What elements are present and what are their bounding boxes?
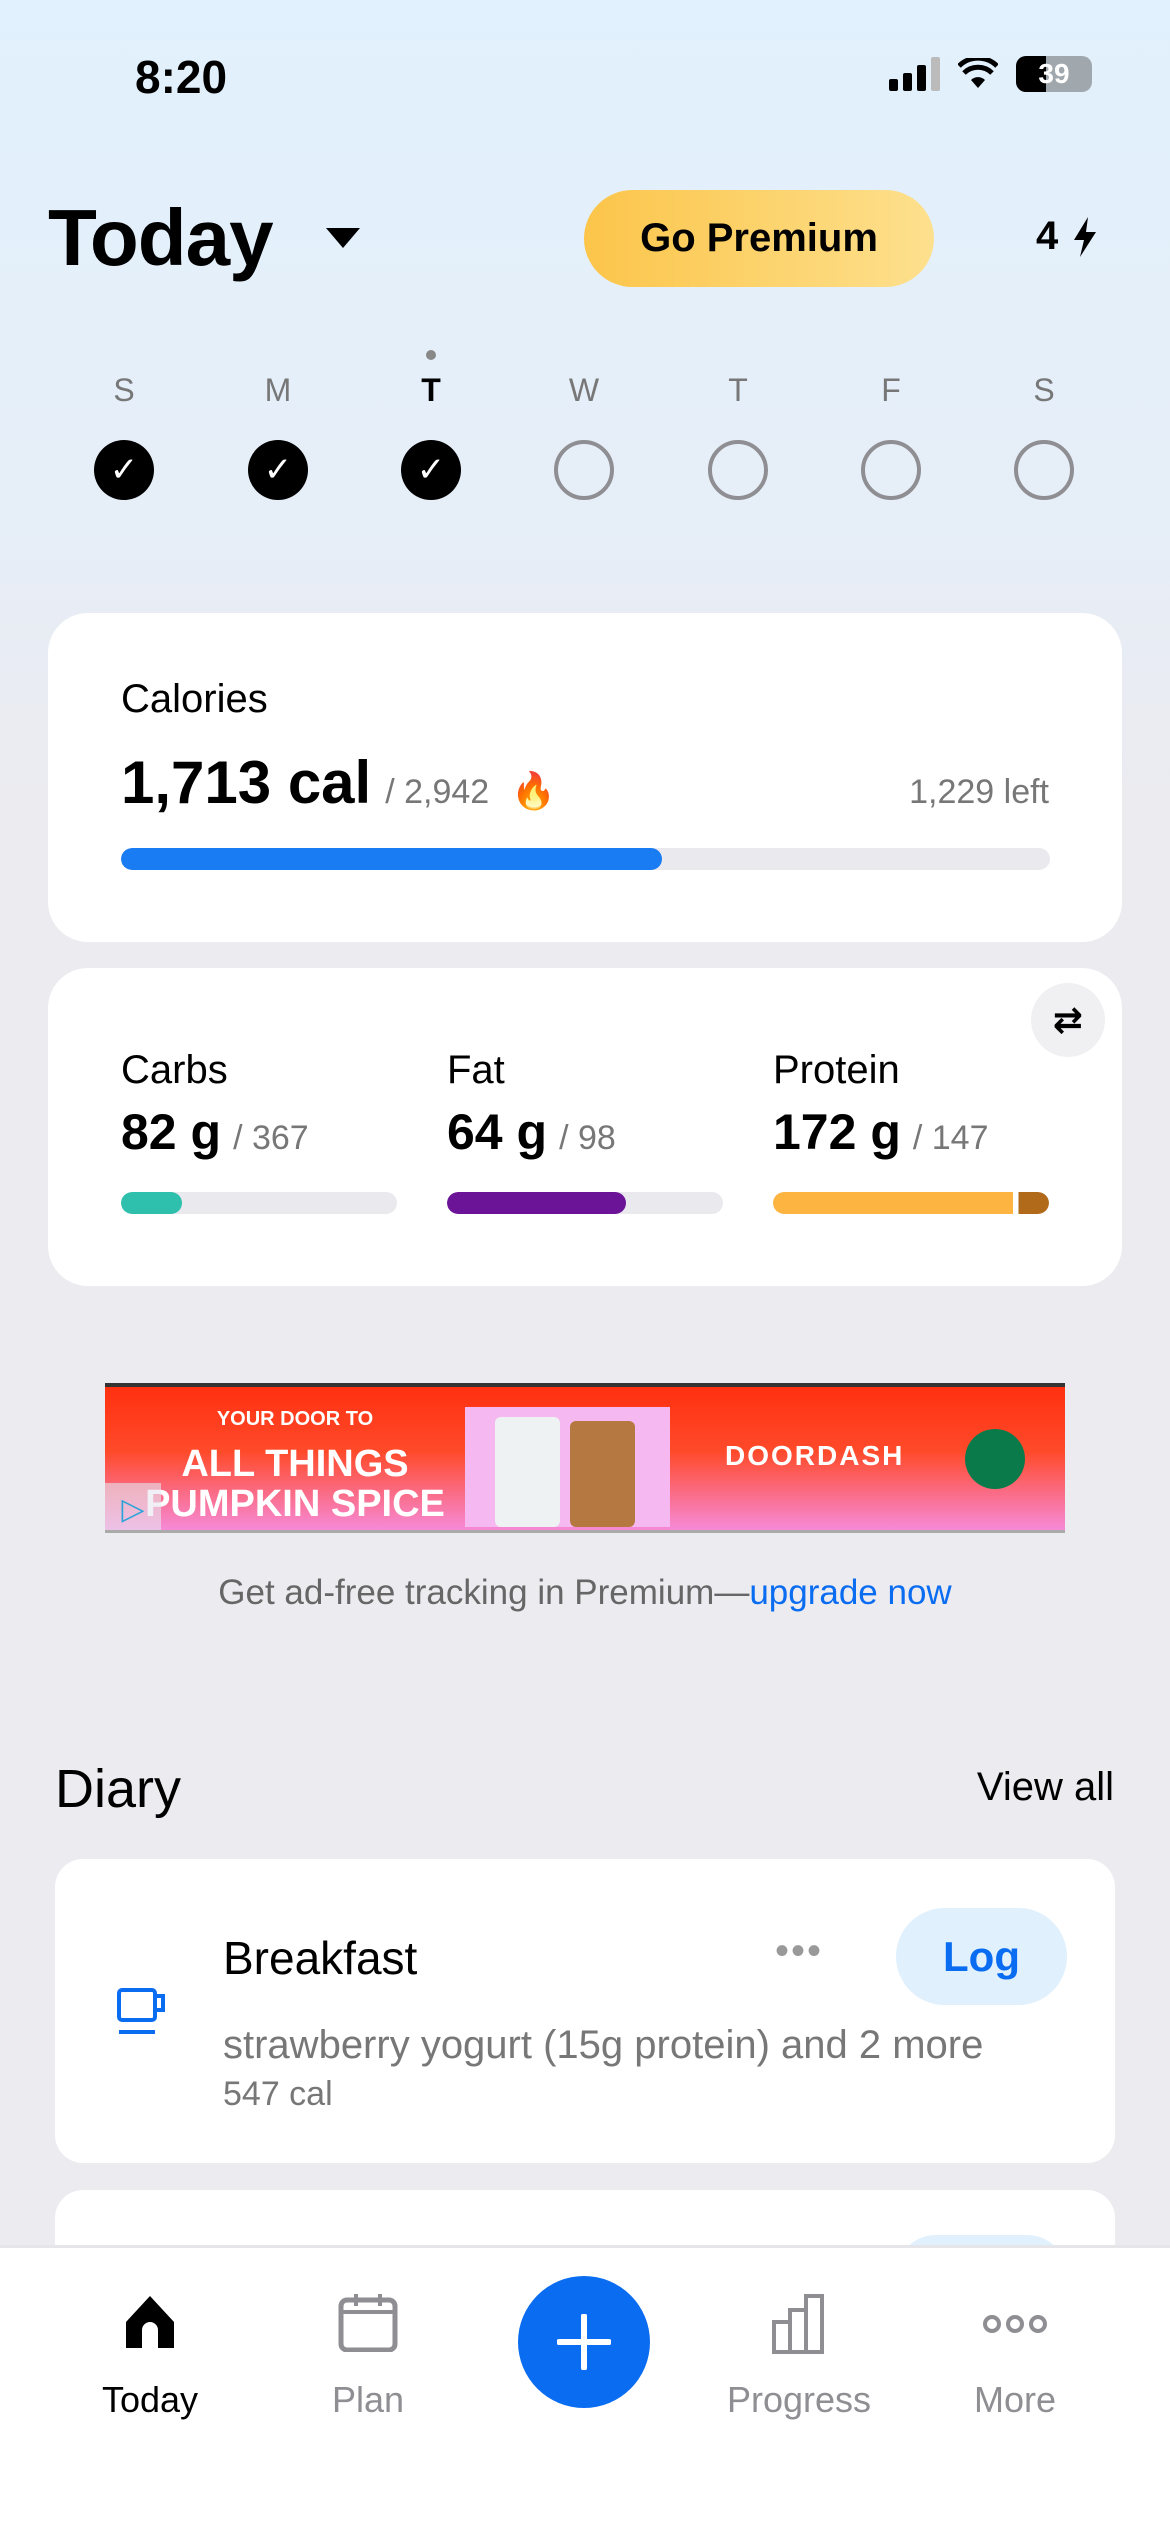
macro-label: Fat	[447, 1048, 505, 1092]
more-options-icon[interactable]: •••	[775, 1929, 824, 1973]
status-icons: 39	[889, 56, 1092, 92]
ad-drinks-image	[465, 1407, 670, 1527]
today-indicator	[426, 350, 436, 360]
upgrade-now-link[interactable]: upgrade now	[749, 1573, 952, 1612]
meal-card-breakfast[interactable]: Breakfast ••• Log strawberry yogurt (15g…	[55, 1859, 1115, 2163]
diary-title: Diary	[55, 1759, 182, 1819]
tab-bar: Today Plan Progress More	[0, 2245, 1170, 2532]
day-incomplete-circle[interactable]	[861, 440, 921, 500]
day-label: F	[881, 372, 901, 408]
bar-chart-icon	[772, 2294, 824, 2354]
battery-icon: 39	[1016, 56, 1092, 92]
macro-value: 64 g	[447, 1104, 548, 1160]
wifi-icon	[958, 58, 998, 88]
macro-goal: / 98	[559, 1119, 616, 1157]
calories-goal: / 2,942	[385, 773, 490, 811]
calendar-icon	[338, 2294, 398, 2353]
ad-brand: DOORDASH	[725, 1440, 905, 1471]
tab-label: Today	[101, 2379, 199, 2420]
status-time: 8:20	[135, 51, 228, 103]
macro-protein: Protein 172 g / 147	[773, 1048, 1049, 1248]
macro-progress	[447, 1192, 723, 1214]
view-all-link[interactable]: View all	[976, 1765, 1114, 1809]
macro-label: Protein	[773, 1048, 900, 1092]
calories-left: 1,229 left	[909, 773, 1049, 811]
page-title[interactable]: Today	[48, 193, 274, 282]
macro-goal: / 367	[233, 1119, 309, 1157]
lightning-icon	[1074, 216, 1097, 257]
day-complete-check[interactable]: ✓	[94, 440, 154, 500]
meal-description: strawberry yogurt (15g protein) and 2 mo…	[223, 2023, 984, 2067]
ad-choices-icon[interactable]: ▷	[105, 1483, 161, 1530]
tab-progress[interactable]: Progress	[699, 2294, 899, 2421]
plus-icon	[557, 2314, 611, 2370]
swap-icon[interactable]: ⇄	[1031, 983, 1105, 1057]
day-complete-check[interactable]: ✓	[401, 440, 461, 500]
day-label: S	[1033, 372, 1055, 408]
log-button[interactable]: Log	[896, 1908, 1067, 2005]
macro-fat: Fat 64 g / 98	[447, 1048, 723, 1248]
calories-progress	[121, 848, 1050, 870]
day-incomplete-circle[interactable]	[1014, 440, 1074, 500]
streak-count: 4	[1036, 214, 1059, 258]
tab-more[interactable]: More	[915, 2294, 1115, 2421]
macro-goal: / 147	[912, 1119, 989, 1157]
day-incomplete-circle[interactable]	[554, 440, 614, 500]
tab-label: Plan	[331, 2379, 405, 2420]
macros-card[interactable]: ⇄ Carbs 82 g / 367 Fat 64 g / 98 Protein 1…	[48, 968, 1122, 1286]
macro-progress	[121, 1192, 397, 1214]
macro-carbs: Carbs 82 g / 367	[121, 1048, 397, 1248]
day-label: M	[264, 372, 292, 408]
starbucks-logo	[965, 1429, 1025, 1489]
macro-progress	[773, 1192, 1049, 1214]
ad-banner[interactable]: YOUR DOOR TO ALL THINGS PUMPKIN SPICE DO…	[105, 1383, 1065, 1533]
day-label: W	[568, 372, 600, 408]
calories-label: Calories	[121, 677, 268, 721]
day-label: T	[421, 372, 441, 408]
macro-label: Carbs	[121, 1048, 228, 1092]
ad-line3: PUMPKIN SPICE	[145, 1483, 445, 1525]
day-incomplete-circle[interactable]	[708, 440, 768, 500]
meal-name: Breakfast	[223, 1932, 418, 1984]
day-complete-check[interactable]: ✓	[248, 440, 308, 500]
add-button[interactable]	[518, 2276, 650, 2408]
macro-progress-fill	[447, 1192, 627, 1214]
ad-line2: ALL THINGS	[181, 1443, 409, 1485]
day-label: T	[728, 372, 748, 408]
go-premium-button[interactable]: Go Premium	[584, 190, 934, 287]
day-label: S	[113, 372, 135, 408]
fire-icon: 🔥	[511, 770, 557, 811]
ad-line1: YOUR DOOR TO	[216, 1408, 374, 1430]
ad-free-text: Get ad-free tracking in Premium—	[218, 1573, 750, 1612]
meal-calories: 547 cal	[223, 2075, 333, 2113]
macro-progress-fill	[121, 1192, 182, 1214]
calories-card[interactable]: Calories 1,713 cal / 2,942 🔥 1,229 left	[48, 613, 1122, 942]
chevron-down-icon[interactable]	[326, 228, 360, 248]
home-icon	[126, 2296, 174, 2348]
coffee-cup-icon	[117, 1988, 165, 2034]
macro-progress-fill	[773, 1192, 1049, 1214]
tab-label: More	[973, 2379, 1057, 2420]
tab-label: Progress	[726, 2379, 872, 2420]
ad-free-notice: Get ad-free tracking in Premium—upgrade …	[0, 1573, 1170, 1613]
ellipsis-icon	[983, 2315, 1047, 2333]
macro-value: 172 g	[773, 1104, 901, 1160]
tab-today[interactable]: Today	[50, 2294, 250, 2421]
signal-icon	[889, 57, 940, 91]
calories-value: 1,713 cal	[121, 749, 372, 816]
macro-value: 82 g	[121, 1104, 222, 1160]
tab-plan[interactable]: Plan	[268, 2294, 468, 2421]
calories-progress-fill	[121, 848, 662, 870]
streak-counter[interactable]: 4	[1036, 214, 1098, 259]
